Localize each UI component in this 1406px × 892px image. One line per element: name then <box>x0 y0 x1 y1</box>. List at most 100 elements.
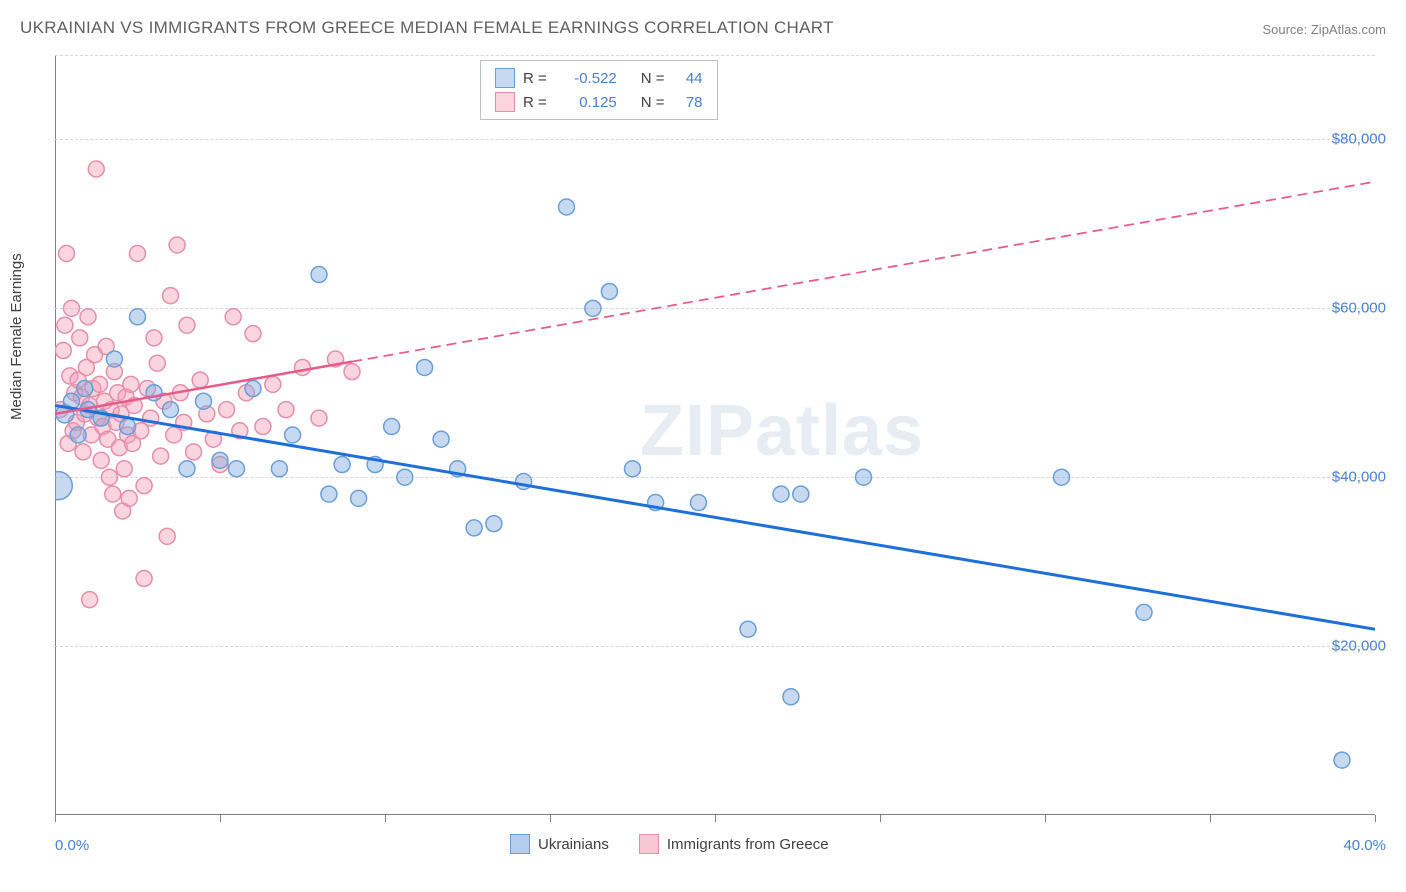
scatter-point <box>64 300 80 316</box>
scatter-point <box>146 330 162 346</box>
scatter-point <box>311 410 327 426</box>
scatter-point <box>105 486 121 502</box>
scatter-point <box>130 309 146 325</box>
scatter-point <box>245 381 261 397</box>
scatter-point <box>773 486 789 502</box>
legend-stats-box: R = -0.522 N = 44 R = 0.125 N = 78 <box>480 60 718 120</box>
scatter-point <box>466 520 482 536</box>
scatter-point <box>229 461 245 477</box>
scatter-point <box>196 393 212 409</box>
scatter-point <box>212 452 228 468</box>
n-label-0: N = <box>641 70 665 87</box>
r-label-1: R = <box>523 94 547 111</box>
scatter-point <box>57 317 73 333</box>
scatter-point <box>344 364 360 380</box>
scatter-point <box>486 516 502 532</box>
scatter-point <box>136 571 152 587</box>
scatter-point <box>691 495 707 511</box>
scatter-point <box>92 376 108 392</box>
scatter-point <box>149 355 165 371</box>
source-attribution: Source: ZipAtlas.com <box>1262 22 1386 37</box>
scatter-point <box>265 376 281 392</box>
scatter-point <box>77 381 93 397</box>
scatter-point <box>740 621 756 637</box>
plot-svg <box>55 55 1375 815</box>
scatter-point <box>101 469 117 485</box>
scatter-point <box>153 448 169 464</box>
chart-title: UKRAINIAN VS IMMIGRANTS FROM GREECE MEDI… <box>20 18 834 38</box>
scatter-point <box>72 330 88 346</box>
x-tick <box>1375 815 1376 822</box>
scatter-point <box>55 472 72 500</box>
n-value-1: 78 <box>673 94 703 111</box>
scatter-point <box>351 490 367 506</box>
x-axis-min-label: 0.0% <box>55 837 89 854</box>
scatter-point <box>75 444 91 460</box>
scatter-point <box>123 376 139 392</box>
scatter-point <box>163 402 179 418</box>
x-axis-max-label: 40.0% <box>1343 837 1386 854</box>
n-value-0: 44 <box>673 70 703 87</box>
legend-swatch-bottom-0 <box>510 834 530 854</box>
scatter-point <box>163 288 179 304</box>
scatter-point <box>384 419 400 435</box>
scatter-point <box>245 326 261 342</box>
legend-label-0: Ukrainians <box>538 836 609 853</box>
scatter-point <box>397 469 413 485</box>
legend-label-1: Immigrants from Greece <box>667 836 829 853</box>
legend-bottom: Ukrainians Immigrants from Greece <box>510 834 829 854</box>
scatter-point <box>130 245 146 261</box>
trend-line-dashed <box>352 182 1375 362</box>
scatter-point <box>433 431 449 447</box>
scatter-point <box>93 452 109 468</box>
scatter-point <box>121 490 137 506</box>
legend-swatch-1 <box>495 92 515 112</box>
x-tick <box>715 815 716 822</box>
scatter-point <box>219 402 235 418</box>
x-tick <box>1210 815 1211 822</box>
scatter-point <box>321 486 337 502</box>
scatter-point <box>120 419 136 435</box>
scatter-point <box>225 309 241 325</box>
scatter-point <box>793 486 809 502</box>
scatter-point <box>601 283 617 299</box>
scatter-point <box>179 317 195 333</box>
scatter-point <box>186 444 202 460</box>
x-tick <box>550 815 551 822</box>
scatter-point <box>192 372 208 388</box>
x-tick <box>55 815 56 822</box>
scatter-point <box>285 427 301 443</box>
scatter-point <box>106 351 122 367</box>
legend-stats-row-1: R = 0.125 N = 78 <box>495 90 703 114</box>
scatter-point <box>278 402 294 418</box>
x-tick <box>220 815 221 822</box>
trend-line-solid <box>55 405 1375 629</box>
scatter-point <box>179 461 195 477</box>
scatter-point <box>169 237 185 253</box>
scatter-point <box>783 689 799 705</box>
chart-container: UKRAINIAN VS IMMIGRANTS FROM GREECE MEDI… <box>0 0 1406 892</box>
legend-item-1: Immigrants from Greece <box>639 834 829 854</box>
scatter-point <box>159 528 175 544</box>
x-tick <box>1045 815 1046 822</box>
scatter-point <box>55 343 71 359</box>
scatter-point <box>1136 604 1152 620</box>
scatter-point <box>311 267 327 283</box>
scatter-point <box>70 427 86 443</box>
scatter-point <box>1334 752 1350 768</box>
r-value-0: -0.522 <box>555 70 617 87</box>
scatter-point <box>82 592 98 608</box>
scatter-point <box>417 359 433 375</box>
x-tick <box>880 815 881 822</box>
r-value-1: 0.125 <box>555 94 617 111</box>
legend-swatch-0 <box>495 68 515 88</box>
scatter-point <box>271 461 287 477</box>
legend-swatch-bottom-1 <box>639 834 659 854</box>
scatter-point <box>59 245 75 261</box>
scatter-point <box>585 300 601 316</box>
x-tick <box>385 815 386 822</box>
scatter-point <box>116 461 132 477</box>
scatter-point <box>136 478 152 494</box>
scatter-point <box>80 309 96 325</box>
legend-stats-row-0: R = -0.522 N = 44 <box>495 66 703 90</box>
